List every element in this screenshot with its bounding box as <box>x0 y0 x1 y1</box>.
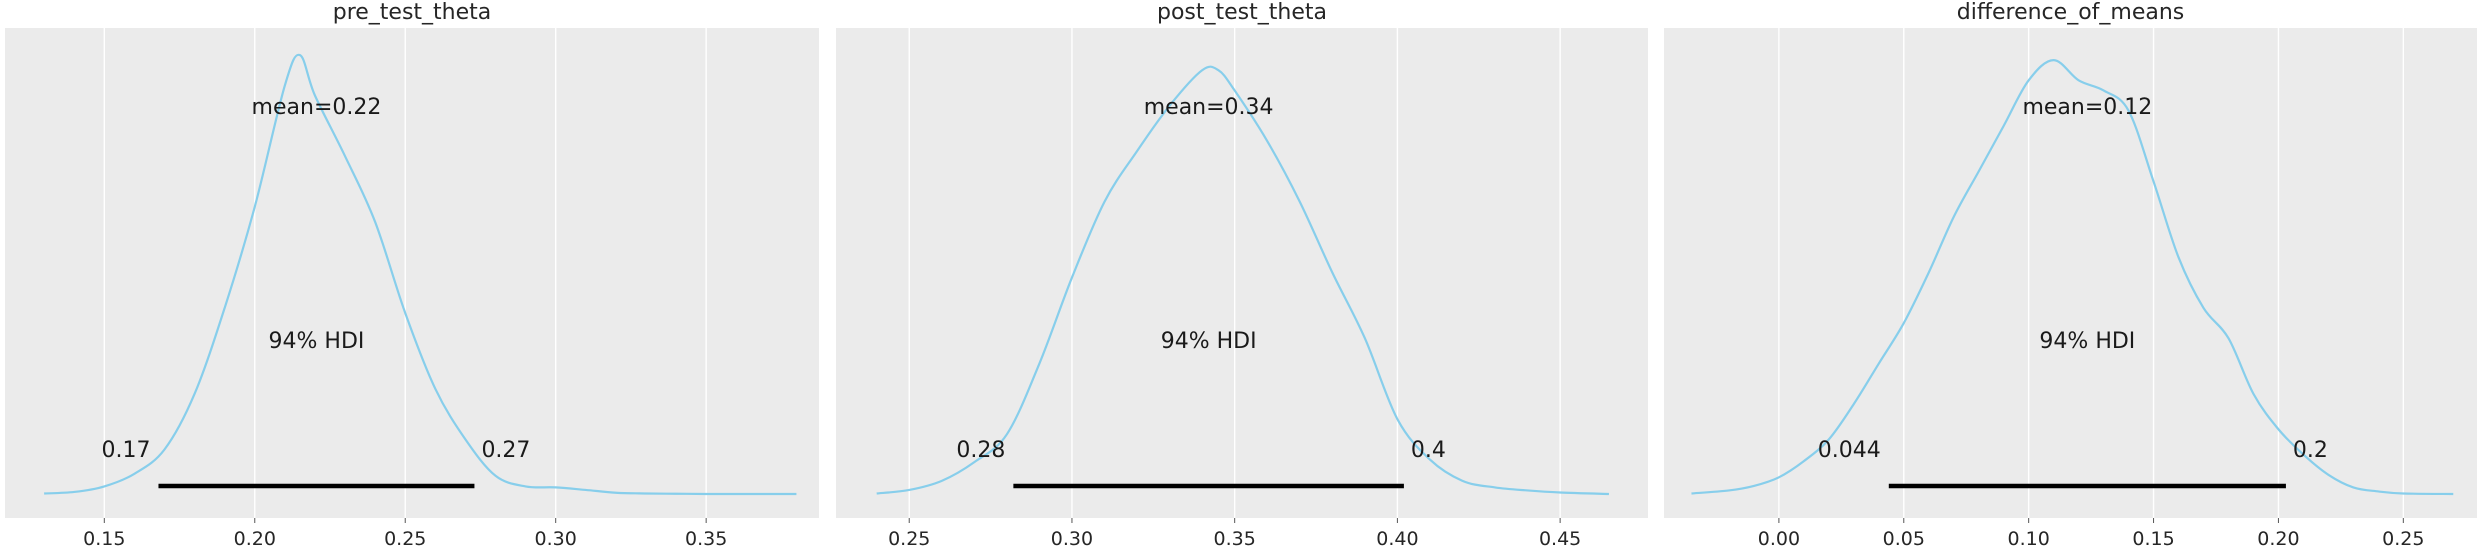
subplot-pre_test_theta: pre_test_theta 0.15 0.20 0.25 0.30 0.35 mean=0… <box>5 0 819 550</box>
hdi-label: 94% HDI <box>2039 329 2135 354</box>
subplot-post_test_theta: post_test_theta 0.25 0.30 0.35 0.40 0.45 mean=… <box>836 0 1648 550</box>
x-tick-label: 0.30 <box>1051 528 1093 550</box>
x-tick-label: 0.25 <box>888 528 930 550</box>
mean-label: mean=0.34 <box>1144 95 1274 120</box>
x-tick-label: 0.25 <box>2382 528 2424 550</box>
x-tick-label: 0.40 <box>1376 528 1418 550</box>
plot-background <box>5 28 819 518</box>
hdi-high-label: 0.27 <box>481 438 530 463</box>
hdi-label: 94% HDI <box>269 329 365 354</box>
x-tick-label: 0.35 <box>685 528 727 550</box>
mean-label: mean=0.12 <box>2022 95 2152 120</box>
x-tick-label: 0.05 <box>1883 528 1925 550</box>
x-tick-label: 0.15 <box>83 528 125 550</box>
hdi-high-label: 0.4 <box>1411 438 1446 463</box>
density-curve <box>1691 59 2454 496</box>
x-tick-label: 0.10 <box>2008 528 2050 550</box>
hdi-low-label: 0.044 <box>1818 438 1881 463</box>
x-tick-label: 0.20 <box>2257 528 2299 550</box>
x-tick-label: 0.45 <box>1539 528 1581 550</box>
x-tick-label: 0.30 <box>535 528 577 550</box>
hdi-high-label: 0.2 <box>2293 438 2328 463</box>
panel-title: difference_of_means <box>1957 0 2185 25</box>
x-tick-label: 0.00 <box>1758 528 1800 550</box>
density-curve <box>876 65 1609 496</box>
panel-title: post_test_theta <box>1157 0 1327 25</box>
density-curve <box>44 53 797 496</box>
x-tick-label: 0.25 <box>384 528 426 550</box>
subplot-difference_of_means: difference_of_means 0.00 0.05 0.10 0.15 0.20 0… <box>1664 0 2477 550</box>
x-tick-label: 0.20 <box>234 528 276 550</box>
x-tick-label: 0.15 <box>2132 528 2174 550</box>
plot-background <box>836 28 1648 518</box>
hdi-label: 94% HDI <box>1161 329 1257 354</box>
mean-label: mean=0.22 <box>252 95 382 120</box>
hdi-low-label: 0.28 <box>956 438 1005 463</box>
hdi-low-label: 0.17 <box>101 438 150 463</box>
panel-title: pre_test_theta <box>333 0 492 25</box>
x-tick-label: 0.35 <box>1214 528 1256 550</box>
plot-background <box>1664 28 2477 518</box>
